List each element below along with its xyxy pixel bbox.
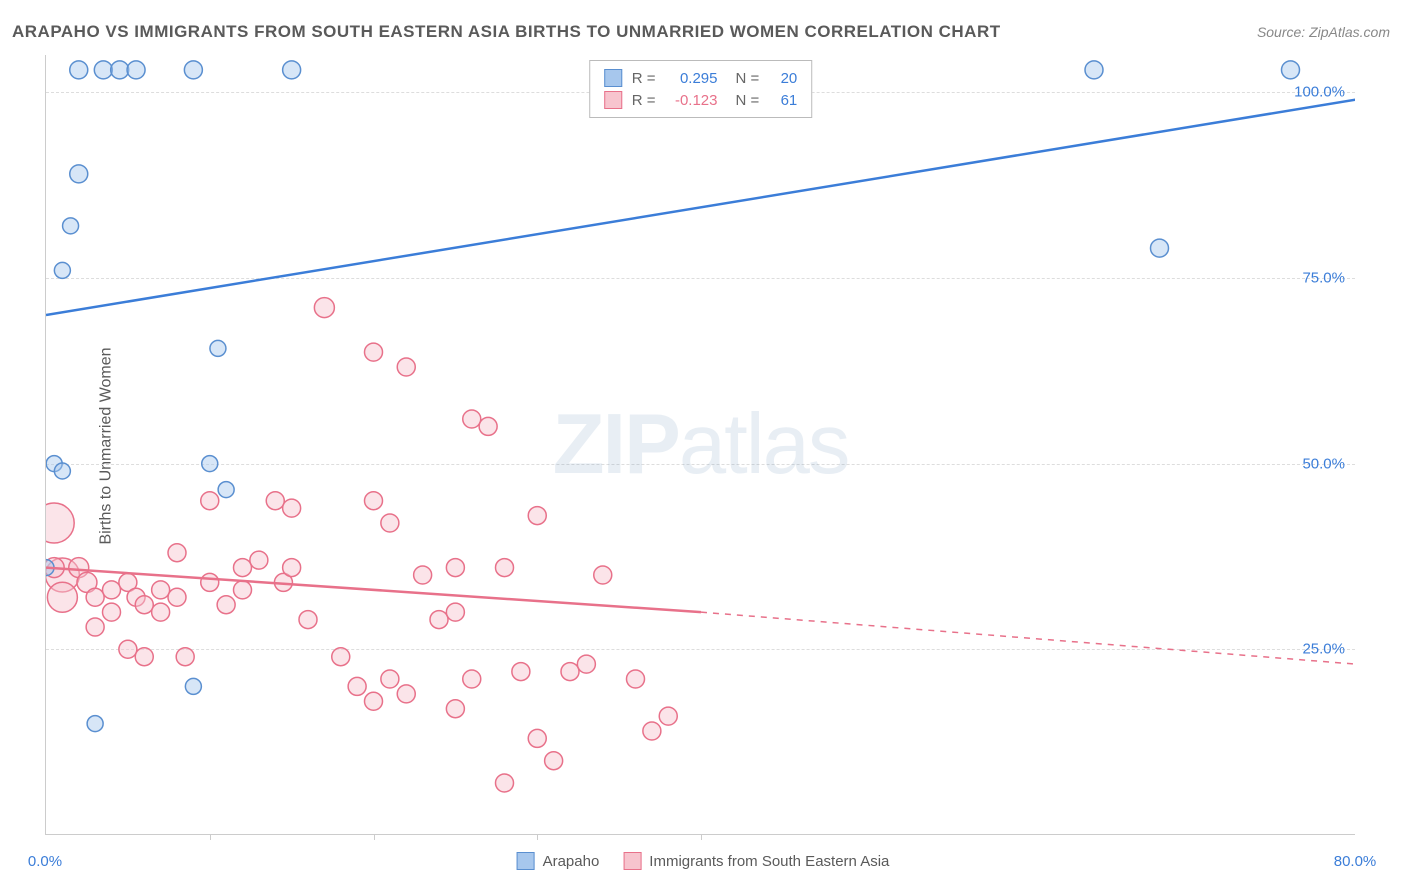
n-value-a: 20 [769,70,797,87]
legend-label-b: Immigrants from South Eastern Asia [649,853,889,870]
legend-item-a: Arapaho [517,852,600,870]
swatch-immigrants-icon [623,852,641,870]
legend-item-b: Immigrants from South Eastern Asia [623,852,889,870]
legend-row-a: R = 0.295 N = 20 [604,67,798,89]
n-label: N = [736,70,760,87]
legend-row-b: R = -0.123 N = 61 [604,89,798,111]
swatch-arapaho-icon [517,852,535,870]
series-legend: Arapaho Immigrants from South Eastern As… [517,852,890,870]
swatch-arapaho [604,69,622,87]
correlation-legend: R = 0.295 N = 20 R = -0.123 N = 61 [589,60,813,118]
r-label: R = [632,70,656,87]
chart-title: ARAPAHO VS IMMIGRANTS FROM SOUTH EASTERN… [12,22,1001,42]
r-value-a: 0.295 [666,70,718,87]
source-attribution: Source: ZipAtlas.com [1257,24,1390,40]
legend-label-a: Arapaho [543,853,600,870]
correlation-chart: ARAPAHO VS IMMIGRANTS FROM SOUTH EASTERN… [0,0,1406,892]
n-label: N = [736,92,760,109]
r-value-b: -0.123 [666,92,718,109]
r-label: R = [632,92,656,109]
swatch-immigrants [604,91,622,109]
plot-svg [46,55,1355,834]
n-value-b: 61 [769,92,797,109]
plot-area: ZIPatlas R = 0.295 N = 20 R = -0.123 N =… [45,55,1355,835]
